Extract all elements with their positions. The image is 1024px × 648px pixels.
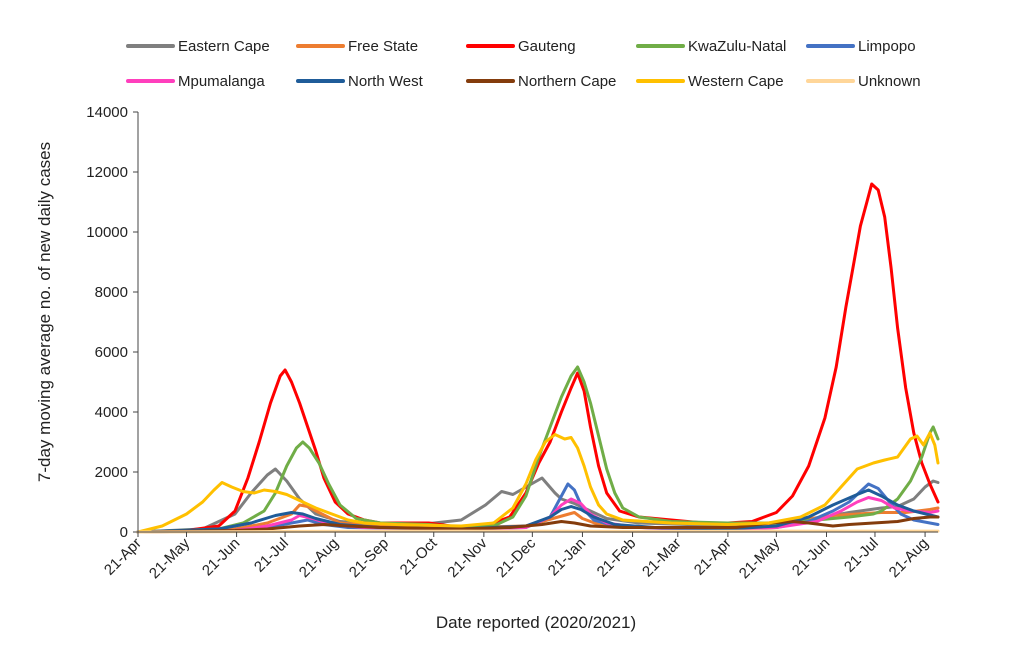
legend-label-eastern-cape: Eastern Cape [178, 38, 270, 55]
y-tick-label: 4000 [95, 404, 128, 421]
legend-label-kwazulu-natal: KwaZulu-Natal [688, 38, 786, 55]
legend-label-western-cape: Western Cape [688, 73, 784, 90]
series-line-free-state [136, 503, 940, 534]
x-tick-label: 21-Nov [444, 534, 491, 581]
x-tick-label: 21-Apr [101, 535, 145, 579]
series-line-western-cape [136, 431, 940, 534]
x-axis-ticks: 21-Apr 21-May 21-Jun 21-Jul 21-Aug 21-Sep 21-O… [101, 532, 932, 582]
legend-label-limpopo: Limpopo [858, 38, 916, 55]
legend-label-gauteng: Gauteng [518, 38, 576, 55]
x-tick-label: 21-Mar [639, 535, 685, 581]
legend-label-mpumalanga: Mpumalanga [178, 73, 265, 90]
y-tick-label: 2000 [95, 464, 128, 481]
x-tick-label: 21-Feb [594, 535, 640, 581]
legend-label-free-state: Free State [348, 38, 418, 55]
x-tick-label: 21-Jun [199, 535, 243, 579]
y-tick-label: 12000 [86, 164, 128, 181]
legend-label-unknown: Unknown [858, 73, 921, 90]
x-tick-label: 21-May [146, 534, 194, 582]
x-tick-label: 21-Aug [296, 535, 342, 581]
legend-label-northern-cape: Northern Cape [518, 73, 616, 90]
y-tick-label: 6000 [95, 344, 128, 361]
x-tick-label: 21-Oct [397, 534, 441, 578]
x-tick-label: 21-Apr [691, 535, 735, 579]
series-line-northern-cape [136, 515, 940, 534]
y-tick-label: 10000 [86, 224, 128, 241]
series-line-mpumalanga [136, 496, 940, 534]
y-axis-title: 7-day moving average no. of new daily ca… [35, 142, 54, 482]
x-tick-label: 21-Jul [841, 535, 882, 576]
series-line-kwazulu-natal [136, 365, 940, 534]
y-tick-label: 14000 [86, 104, 128, 121]
x-tick-label: 21-Jun [789, 535, 833, 579]
x-tick-label: 21-Aug [886, 535, 932, 581]
x-axis-title: Date reported (2020/2021) [436, 613, 636, 632]
x-tick-label: 21-Dec [493, 534, 540, 581]
chart-legend: Eastern Cape Free State Gauteng KwaZulu-Nat… [126, 38, 921, 90]
x-tick-label: 21-Jan [545, 535, 589, 579]
series-line-gauteng [136, 182, 940, 534]
y-tick-label: 0 [120, 524, 128, 541]
y-axis-ticks: 0 2000 4000 6000 8000 10000 12000 14000 [86, 104, 138, 541]
y-tick-label: 8000 [95, 284, 128, 301]
legend-label-north-west: North West [348, 73, 424, 90]
series-line-north-west [136, 488, 940, 534]
x-tick-label: 21-Sep [346, 535, 392, 581]
x-tick-label: 21-May [736, 534, 784, 582]
series-lines [136, 182, 940, 534]
series-line-limpopo [136, 482, 940, 534]
x-tick-label: 21-Jul [251, 535, 292, 576]
